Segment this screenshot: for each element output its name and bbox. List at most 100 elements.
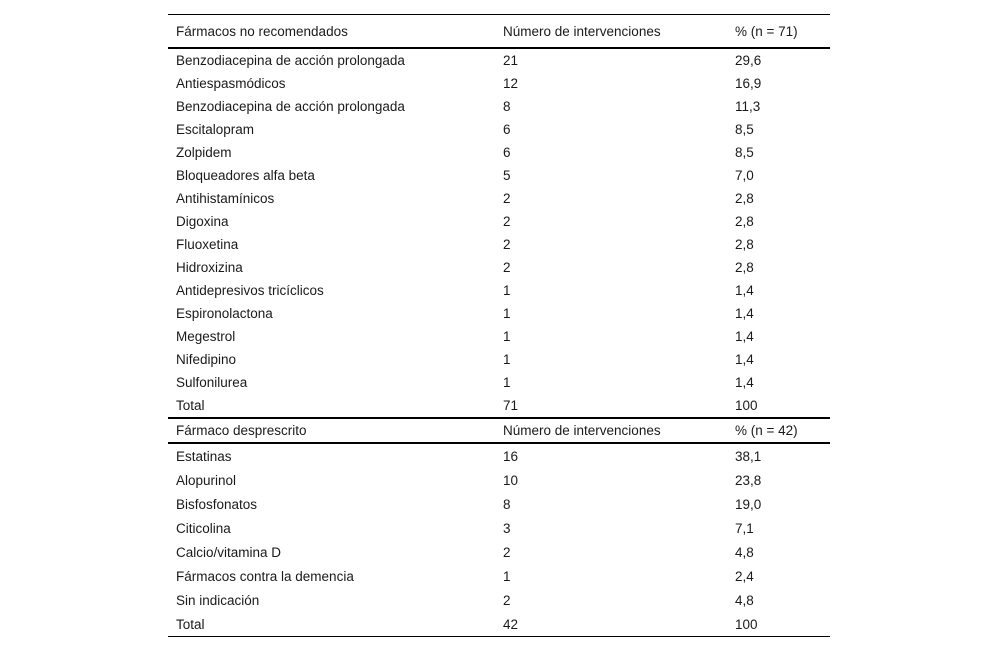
cell: 1,4 bbox=[735, 329, 754, 344]
cell: 4,8 bbox=[735, 592, 754, 608]
cell: 2,8 bbox=[735, 191, 754, 206]
table-row: Megestrol 1 1,4 bbox=[168, 325, 830, 348]
cell: 6 bbox=[503, 145, 511, 160]
cell: Antihistamínicos bbox=[176, 191, 275, 206]
cell: Espironolactona bbox=[176, 306, 273, 321]
table-row: Bisfosfonatos 8 19,0 bbox=[168, 492, 830, 516]
cell: 1,4 bbox=[735, 306, 754, 321]
cell: 4,8 bbox=[735, 544, 754, 560]
cell: 8,5 bbox=[735, 145, 754, 160]
cell: 2 bbox=[503, 544, 511, 560]
table-row: Antihistamínicos 2 2,8 bbox=[168, 187, 830, 210]
cell: Nifedipino bbox=[176, 352, 237, 367]
cell: 1,4 bbox=[735, 375, 754, 390]
cell: 7,1 bbox=[735, 520, 754, 536]
cell: Escitalopram bbox=[176, 122, 255, 137]
table-farmacos-no-recomendados: Fármacos no recomendados Número de interv… bbox=[168, 14, 830, 417]
table-header-row: Fármacos no recomendados Número de interv… bbox=[168, 14, 830, 49]
cell: 2 bbox=[503, 592, 511, 608]
cell: 8 bbox=[503, 99, 511, 114]
table-container: Fármacos no recomendados Número de interv… bbox=[168, 14, 830, 637]
table-row: Hidroxizina 2 2,8 bbox=[168, 256, 830, 279]
table-row: Citicolina 3 7,1 bbox=[168, 516, 830, 540]
table-row: Alopurinol 10 23,8 bbox=[168, 468, 830, 492]
table-row: Escitalopram 6 8,5 bbox=[168, 118, 830, 141]
cell: 100 bbox=[735, 398, 758, 413]
table-row: Estatinas 16 38,1 bbox=[168, 443, 830, 468]
cell: Zolpidem bbox=[176, 145, 232, 160]
cell: Alopurinol bbox=[176, 472, 237, 488]
cell: 2,8 bbox=[735, 260, 754, 275]
cell: Antiespasmódicos bbox=[176, 76, 286, 91]
table-row: Calcio/vitamina D 2 4,8 bbox=[168, 540, 830, 564]
cell: 29,6 bbox=[735, 53, 762, 68]
cell: 38,1 bbox=[735, 448, 762, 464]
cell: 2 bbox=[503, 191, 511, 206]
table-row: Antidepresivos tricíclicos 1 1,4 bbox=[168, 279, 830, 302]
table-row: Total 71 100 bbox=[168, 394, 830, 417]
cell: 1 bbox=[503, 375, 511, 390]
cell: Fluoxetina bbox=[176, 237, 239, 252]
cell: Benzodiacepina de acción prolongada bbox=[176, 99, 405, 114]
column-header: Número de intervenciones bbox=[495, 418, 727, 444]
cell: 1 bbox=[503, 568, 511, 584]
cell: 100 bbox=[735, 616, 758, 632]
table-row: Digoxina 2 2,8 bbox=[168, 210, 830, 233]
table-row: Antiespasmódicos 12 16,9 bbox=[168, 72, 830, 95]
cell: 19,0 bbox=[735, 496, 762, 512]
table-farmaco-desprescrito: Fármaco desprescrito Número de intervenci… bbox=[168, 417, 830, 637]
cell: 16 bbox=[503, 448, 519, 464]
cell: 2,4 bbox=[735, 568, 754, 584]
column-header: Fármacos no recomendados bbox=[168, 14, 495, 49]
cell: 2 bbox=[503, 260, 511, 275]
cell: Hidroxizina bbox=[176, 260, 243, 275]
cell: Antidepresivos tricíclicos bbox=[176, 283, 324, 298]
column-header: Fármaco desprescrito bbox=[168, 418, 495, 444]
cell: Citicolina bbox=[176, 520, 231, 536]
cell: 11,3 bbox=[735, 99, 761, 114]
cell: 1 bbox=[503, 329, 511, 344]
cell: Megestrol bbox=[176, 329, 236, 344]
cell: Sulfonilurea bbox=[176, 375, 248, 390]
cell: 1 bbox=[503, 283, 511, 298]
cell: 5 bbox=[503, 168, 511, 183]
cell: Total bbox=[176, 398, 205, 413]
cell: Digoxina bbox=[176, 214, 229, 229]
table-row: Bloqueadores alfa beta 5 7,0 bbox=[168, 164, 830, 187]
cell: 1,4 bbox=[735, 352, 754, 367]
column-header: % (n = 71) bbox=[727, 14, 830, 49]
cell: 23,8 bbox=[735, 472, 762, 488]
table-row: Zolpidem 6 8,5 bbox=[168, 141, 830, 164]
column-header: % (n = 42) bbox=[727, 418, 830, 444]
cell: 2 bbox=[503, 237, 511, 252]
cell: 8,5 bbox=[735, 122, 754, 137]
cell: 6 bbox=[503, 122, 511, 137]
table-header-row: Fármaco desprescrito Número de intervenci… bbox=[168, 418, 830, 444]
cell: Bloqueadores alfa beta bbox=[176, 168, 315, 183]
table-row: Espironolactona 1 1,4 bbox=[168, 302, 830, 325]
cell: 16,9 bbox=[735, 76, 762, 91]
cell: 8 bbox=[503, 496, 511, 512]
cell: 42 bbox=[503, 616, 519, 632]
cell: 21 bbox=[503, 53, 519, 68]
cell: Benzodiacepina de acción prolongada bbox=[176, 53, 405, 68]
table-row: Benzodiacepina de acción prolongada 21 29,… bbox=[168, 48, 830, 72]
table-row: Sulfonilurea 1 1,4 bbox=[168, 371, 830, 394]
column-header: Número de intervenciones bbox=[495, 14, 727, 49]
cell: 71 bbox=[503, 398, 519, 413]
cell: Fármacos contra la demencia bbox=[176, 568, 354, 584]
table-row: Nifedipino 1 1,4 bbox=[168, 348, 830, 371]
cell: 2,8 bbox=[735, 214, 754, 229]
cell: 1,4 bbox=[735, 283, 754, 298]
cell: 2 bbox=[503, 214, 511, 229]
cell: 1 bbox=[503, 352, 511, 367]
table-row: Benzodiacepina de acción prolongada 8 11,3 bbox=[168, 95, 830, 118]
cell: Estatinas bbox=[176, 448, 232, 464]
cell: 1 bbox=[503, 306, 511, 321]
table-row: Fluoxetina 2 2,8 bbox=[168, 233, 830, 256]
cell: 3 bbox=[503, 520, 511, 536]
table-row: Sin indicación 2 4,8 bbox=[168, 588, 830, 612]
cell: Calcio/vitamina D bbox=[176, 544, 282, 560]
cell: 7,0 bbox=[735, 168, 754, 183]
